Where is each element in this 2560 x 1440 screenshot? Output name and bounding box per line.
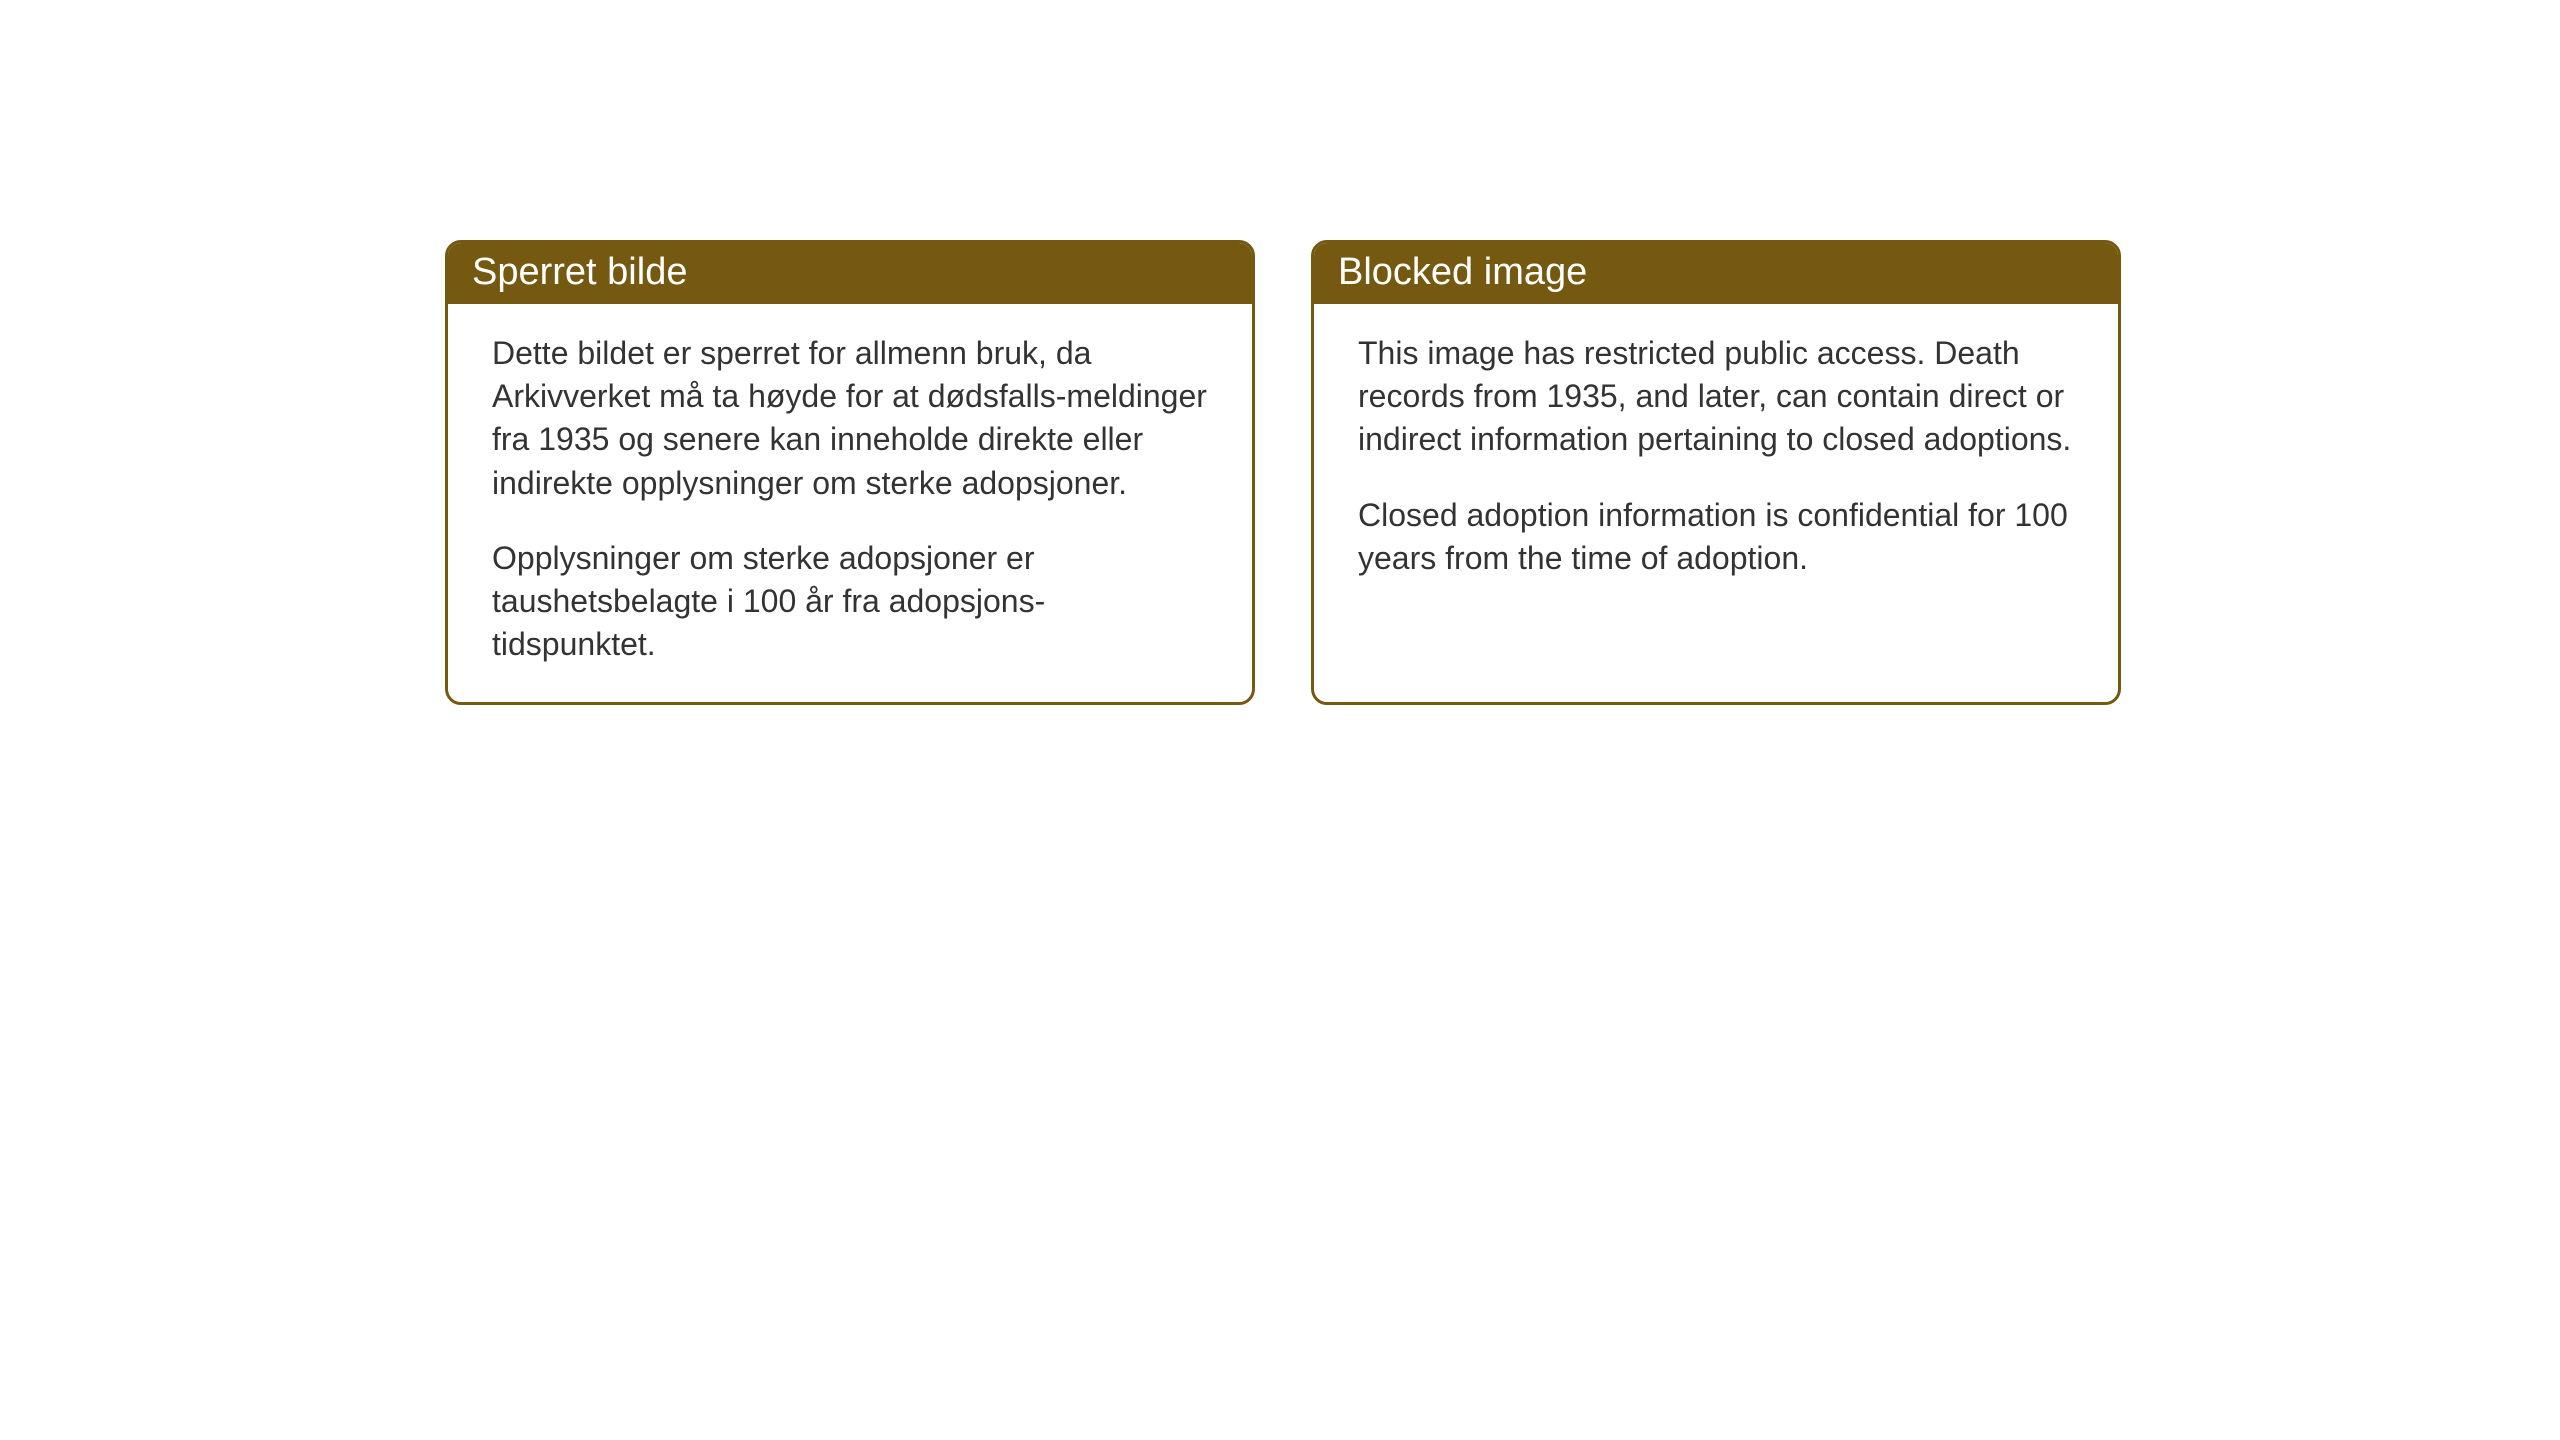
notice-box-english: Blocked image This image has restricted … [1311, 240, 2121, 705]
notice-header-norwegian: Sperret bilde [448, 243, 1252, 304]
notice-paragraph: This image has restricted public access.… [1358, 332, 2074, 462]
notice-container: Sperret bilde Dette bildet er sperret fo… [445, 240, 2121, 705]
notice-body-english: This image has restricted public access.… [1314, 304, 2118, 676]
notice-header-english: Blocked image [1314, 243, 2118, 304]
notice-box-norwegian: Sperret bilde Dette bildet er sperret fo… [445, 240, 1255, 705]
notice-paragraph: Dette bildet er sperret for allmenn bruk… [492, 332, 1208, 505]
notice-paragraph: Closed adoption information is confident… [1358, 494, 2074, 580]
notice-paragraph: Opplysninger om sterke adopsjoner er tau… [492, 537, 1208, 667]
notice-body-norwegian: Dette bildet er sperret for allmenn bruk… [448, 304, 1252, 702]
